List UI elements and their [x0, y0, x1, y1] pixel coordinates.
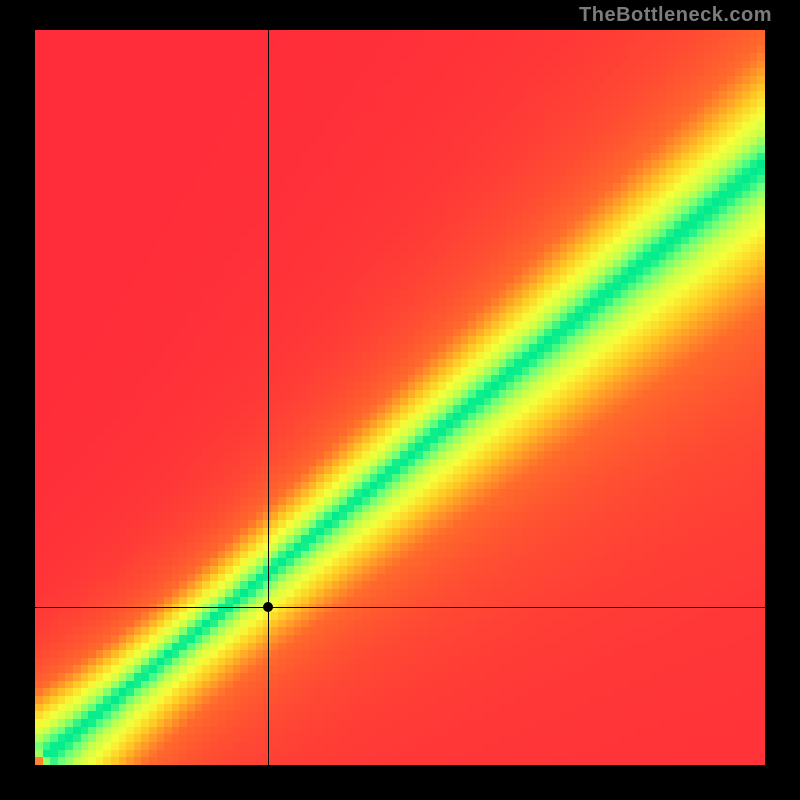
crosshair-point-marker — [263, 602, 273, 612]
watermark-text: TheBottleneck.com — [579, 4, 772, 27]
bottleneck-heatmap — [35, 30, 765, 765]
root-container: TheBottleneck.com — [0, 0, 800, 800]
crosshair-vertical — [268, 30, 269, 765]
crosshair-horizontal — [35, 607, 765, 608]
